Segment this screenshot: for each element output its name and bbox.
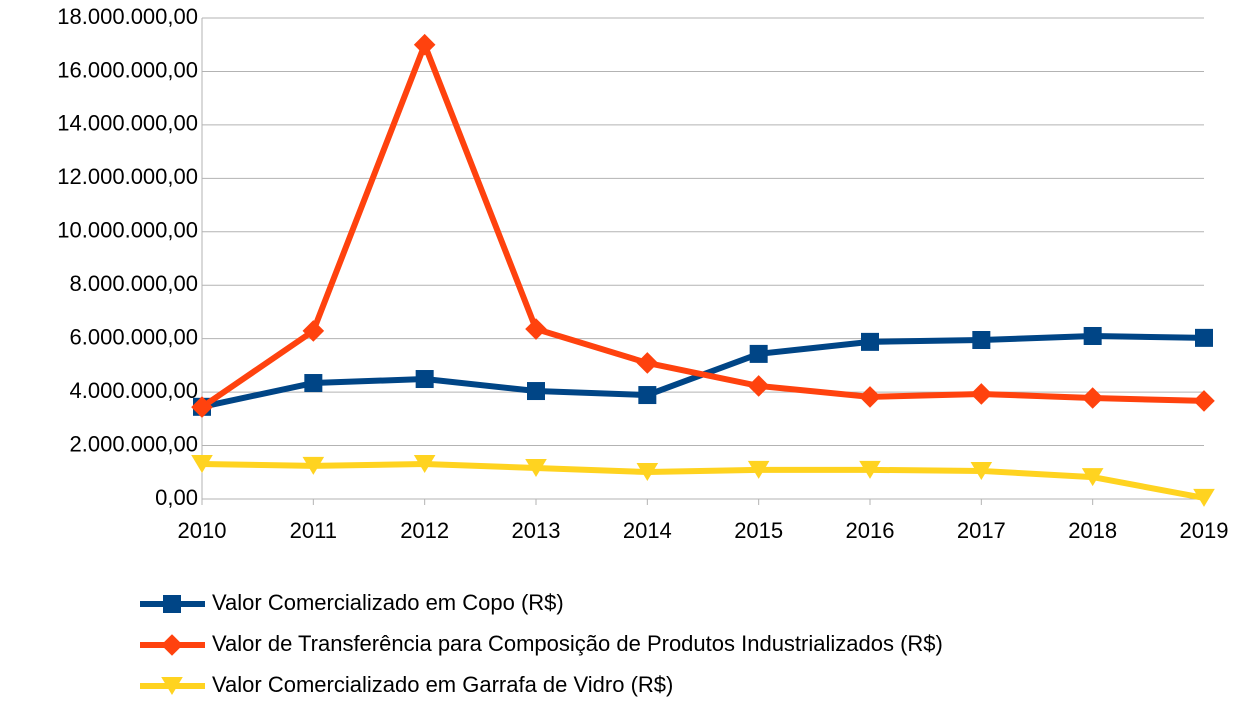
marker xyxy=(163,595,181,613)
x-tick-label: 2017 xyxy=(957,518,1006,543)
x-tick-label: 2012 xyxy=(400,518,449,543)
y-tick-label: 10.000.000,00 xyxy=(57,218,198,243)
marker xyxy=(1193,488,1215,507)
marker xyxy=(1083,326,1102,345)
marker xyxy=(304,374,323,393)
marker xyxy=(970,383,993,405)
marker xyxy=(747,460,770,479)
marker xyxy=(859,460,881,479)
y-tick-label: 12.000.000,00 xyxy=(57,164,198,189)
marker xyxy=(859,386,881,408)
y-tick-label: 8.000.000,00 xyxy=(70,271,198,296)
marker xyxy=(1193,390,1215,412)
y-tick-label: 6.000.000,00 xyxy=(70,324,198,349)
series-line xyxy=(200,41,1205,410)
x-tick-label: 2014 xyxy=(623,518,672,543)
marker xyxy=(191,396,213,418)
x-tick-label: 2018 xyxy=(1068,518,1117,543)
marker xyxy=(161,634,183,656)
y-tick-label: 14.000.000,00 xyxy=(57,111,198,136)
marker xyxy=(302,320,325,342)
marker xyxy=(413,454,436,473)
marker xyxy=(970,461,993,480)
marker xyxy=(638,386,657,405)
y-tick-label: 4.000.000,00 xyxy=(70,378,198,403)
x-tick-label: 2011 xyxy=(290,518,337,543)
marker xyxy=(302,456,325,475)
y-tick-label: 2.000.000,00 xyxy=(70,431,198,456)
x-tick-label: 2016 xyxy=(846,518,895,543)
legend-label: Valor Comercializado em Garrafa de Vidro… xyxy=(212,672,673,697)
y-tick-label: 18.000.000,00 xyxy=(57,4,198,29)
marker xyxy=(525,459,547,478)
marker xyxy=(191,454,213,473)
marker xyxy=(415,370,434,389)
marker xyxy=(1081,468,1104,487)
x-tick-label: 2015 xyxy=(734,518,783,543)
marker xyxy=(636,352,659,374)
x-tick-label: 2019 xyxy=(1180,518,1229,543)
y-tick-label: 16.000.000,00 xyxy=(57,57,198,82)
marker xyxy=(636,463,659,482)
marker xyxy=(749,344,768,363)
marker xyxy=(972,331,991,350)
marker xyxy=(525,318,547,340)
y-tick-label: 0,00 xyxy=(155,485,198,510)
x-tick-label: 2013 xyxy=(512,518,561,543)
marker xyxy=(1081,387,1104,409)
series-line xyxy=(201,460,1205,501)
marker xyxy=(161,677,183,695)
marker xyxy=(527,382,545,401)
marker xyxy=(747,375,770,397)
x-tick-label: 2010 xyxy=(178,518,227,543)
marker xyxy=(413,33,436,56)
legend-label: Valor de Transferência para Composição d… xyxy=(212,631,943,656)
legend-label: Valor Comercializado em Copo (R$) xyxy=(212,590,564,615)
marker xyxy=(861,332,879,351)
marker xyxy=(1195,328,1213,347)
